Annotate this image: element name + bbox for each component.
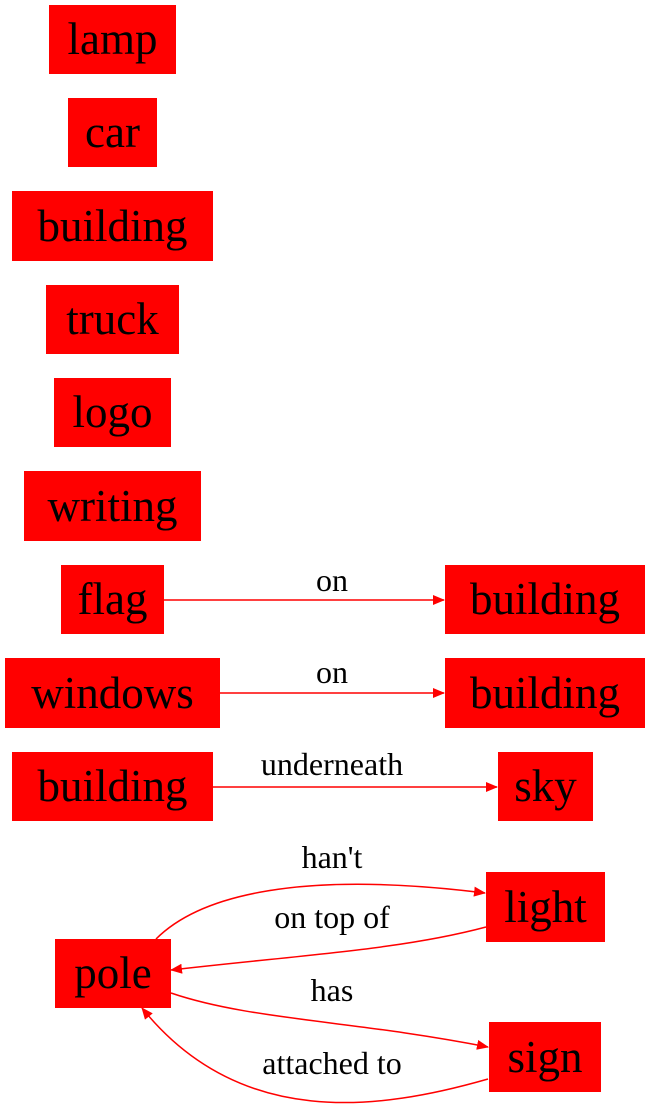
- node-flag: flag: [61, 565, 164, 634]
- edge-label-flag-on: on: [316, 562, 348, 598]
- edge-label-has: has: [310, 972, 354, 1008]
- node-car: car: [68, 98, 157, 167]
- node-windows: windows: [5, 658, 220, 728]
- edge-sign-attached-to-pole: [141, 1007, 489, 1104]
- node-writing: writing: [24, 471, 201, 541]
- node-lamp: lamp: [49, 5, 176, 74]
- node-truck: truck: [46, 285, 179, 354]
- node-logo: logo: [54, 378, 171, 447]
- edge-label-on-top-of: on top of: [274, 899, 390, 935]
- edge-label-attached-to: attached to: [262, 1045, 402, 1081]
- node-sign: sign: [489, 1022, 601, 1092]
- edge-light-on-top-of-pole: [170, 926, 487, 974]
- edge-pole-has-sign: [170, 992, 489, 1050]
- node-pole: pole: [55, 939, 171, 1008]
- node-building-on-windows: building: [445, 658, 645, 728]
- node-building-on-flag: building: [445, 565, 645, 634]
- edge-label-windows-on: on: [316, 654, 348, 690]
- node-sky: sky: [498, 752, 593, 821]
- node-building: building: [12, 191, 213, 261]
- edge-pole-hant-light: [155, 883, 486, 940]
- edge-label-hant: han't: [301, 839, 363, 875]
- node-light: light: [486, 872, 605, 942]
- edge-label-underneath: underneath: [260, 746, 404, 782]
- node-building-underneath: building: [12, 752, 213, 821]
